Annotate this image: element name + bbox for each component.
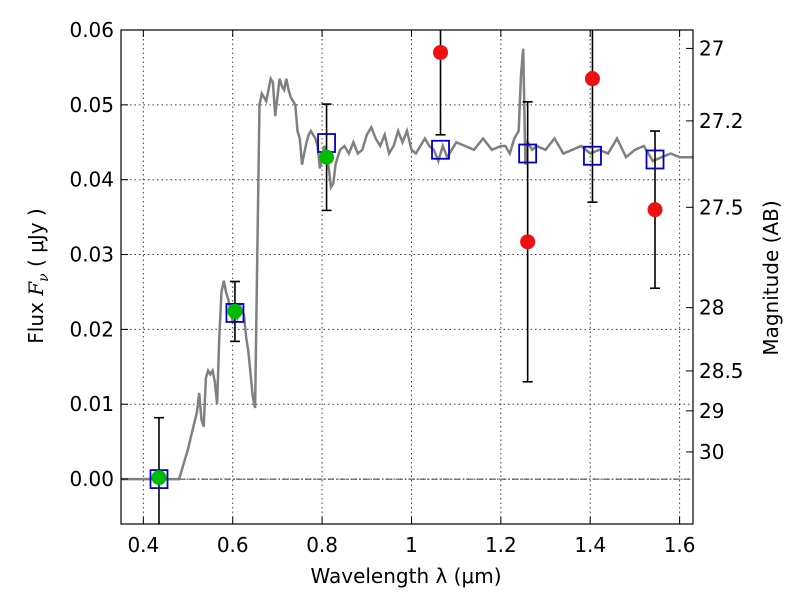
observed-points bbox=[433, 44, 663, 250]
model-photometry-points bbox=[149, 133, 665, 489]
model-photometry-square bbox=[149, 469, 169, 489]
x-tick-label: 0.6 bbox=[217, 533, 249, 557]
model-photometry-square bbox=[583, 145, 602, 166]
model-photometry-square bbox=[645, 149, 665, 170]
observed-errorbar bbox=[587, 30, 598, 203]
y-tick-label: 0.04 bbox=[69, 168, 114, 192]
y2-tick-label: 28.5 bbox=[699, 359, 744, 383]
detection-point bbox=[151, 470, 167, 486]
observed-point bbox=[647, 202, 663, 218]
y2-axis-label: Magnitude (AB) bbox=[759, 200, 783, 355]
y2-tick-label: 27.5 bbox=[699, 195, 744, 219]
detection-points bbox=[151, 149, 335, 486]
x-axis-label: Wavelength λ (μm) bbox=[310, 564, 501, 588]
y-tick-label: 0.00 bbox=[69, 467, 114, 491]
plot-frame bbox=[120, 29, 694, 525]
y-tick-label: 0.01 bbox=[69, 392, 114, 416]
x-tick-labels: 0.4 0.6 0.8 1 1.2 1.4 1.6 bbox=[127, 533, 695, 557]
y2-tick-labels: 27 27.2 27.5 28 28.5 29 30 bbox=[699, 36, 744, 464]
x-tick-label: 1.6 bbox=[664, 533, 696, 557]
y2-tick-label: 30 bbox=[699, 440, 724, 464]
x-tick-label: 0.4 bbox=[127, 533, 159, 557]
y-tick-labels: 0.00 0.01 0.02 0.03 0.04 0.05 0.06 bbox=[69, 18, 114, 491]
observed-point bbox=[433, 44, 449, 60]
x-tick-label: 1.2 bbox=[485, 533, 517, 557]
y2-tick-label: 29 bbox=[699, 399, 724, 423]
y-tick-label: 0.03 bbox=[69, 243, 114, 267]
grid bbox=[121, 29, 693, 524]
detection-point bbox=[319, 149, 335, 165]
model-photometry-square bbox=[518, 143, 538, 164]
x-tick-label: 1.4 bbox=[574, 533, 606, 557]
model-spectrum-line bbox=[121, 48, 693, 481]
y-tick-label: 0.06 bbox=[69, 18, 114, 42]
y-tick-label: 0.02 bbox=[69, 317, 114, 341]
model-photometry-square bbox=[225, 303, 245, 323]
model-photometry-square bbox=[431, 139, 450, 160]
x-tick-label: 0.8 bbox=[306, 533, 338, 557]
observed-point bbox=[520, 234, 536, 250]
y-tick-label: 0.05 bbox=[69, 93, 114, 117]
y2-tick-label: 27.2 bbox=[699, 109, 744, 133]
x-tick-label: 1 bbox=[405, 533, 418, 557]
y-axis-label: Flux Fν ( μJy ) bbox=[24, 208, 52, 343]
y2-tick-label: 28 bbox=[699, 296, 724, 320]
y2-tick-label: 27 bbox=[699, 36, 724, 60]
errorbars bbox=[153, 30, 661, 524]
detection-point bbox=[227, 303, 243, 319]
observed-point bbox=[584, 71, 600, 87]
axis-ticks bbox=[121, 29, 693, 524]
